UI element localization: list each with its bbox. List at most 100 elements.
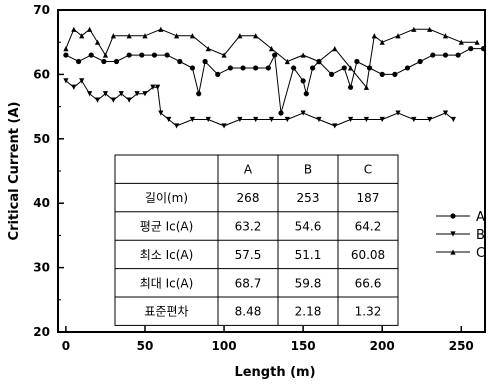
- ticks-layer: 0 50 100 150 200 250 20 30 40 50 60 70: [33, 3, 474, 353]
- series-C-point: [174, 33, 180, 39]
- series-B-point: [118, 91, 124, 97]
- series-B-point: [174, 123, 180, 129]
- series-A-point: [139, 52, 145, 58]
- table-cell: 표준편차: [144, 305, 188, 319]
- series-B-point: [411, 116, 417, 123]
- series-A-point: [347, 84, 354, 90]
- series-A-point: [177, 58, 183, 65]
- table-cell: 253: [297, 191, 320, 205]
- x-tick-label: 0: [62, 339, 70, 353]
- series-A-point: [468, 46, 474, 52]
- x-tick-label: 100: [212, 339, 237, 353]
- series-A-point: [265, 65, 271, 71]
- series-B-point: [150, 84, 156, 90]
- series-C-point: [94, 39, 101, 45]
- series-B-point: [63, 78, 69, 84]
- series-C-point: [284, 58, 290, 65]
- series-C-point: [332, 46, 338, 52]
- table-cell: 63.2: [235, 220, 262, 234]
- series-B-point: [158, 110, 164, 116]
- y-tick-label: 70: [33, 3, 50, 17]
- series-B-point: [221, 123, 227, 129]
- series-B-point: [442, 110, 449, 116]
- series-C-point: [474, 39, 480, 45]
- series-B-point: [110, 97, 116, 103]
- series-A-point: [227, 65, 233, 71]
- series-C-point: [379, 39, 385, 45]
- series-A-point: [113, 58, 120, 65]
- series-C-point: [237, 33, 243, 39]
- series-A-point: [196, 91, 202, 97]
- table-cell: 268: [237, 191, 260, 205]
- y-tick-label: 50: [33, 132, 50, 146]
- y-tick-label: 20: [33, 325, 50, 339]
- legend-A-marker: [450, 213, 456, 219]
- table-cell: 최대 Ic(A): [140, 276, 194, 290]
- series-B-point: [189, 116, 196, 123]
- series-A-point: [455, 52, 461, 58]
- legend-C-marker: [450, 249, 456, 255]
- table-cell: 187: [357, 191, 380, 205]
- table-header-cell: A: [244, 163, 253, 177]
- series-B-point: [166, 116, 172, 123]
- series-A-point: [240, 65, 246, 71]
- series-A-point: [126, 52, 132, 58]
- table-cell: 68.7: [235, 276, 262, 290]
- series-A-point: [442, 52, 449, 58]
- series-A-point: [278, 110, 284, 116]
- series-C-point: [268, 46, 275, 52]
- series-A-point: [303, 91, 309, 97]
- series-A-point: [164, 52, 170, 58]
- y-tick-label: 60: [33, 67, 50, 81]
- series-A-point: [88, 52, 94, 58]
- table-cell: 최소 Ic(A): [140, 248, 194, 262]
- series-C-point: [110, 33, 116, 39]
- series-A-point: [272, 52, 278, 58]
- series-B-point: [300, 110, 306, 116]
- series-B-point: [427, 116, 433, 123]
- series-C-point: [316, 58, 322, 65]
- series-B-point: [102, 91, 109, 97]
- series-B-point: [379, 116, 385, 123]
- series-C-point: [221, 52, 227, 58]
- series-B-point: [205, 116, 211, 123]
- series-B-point: [284, 116, 290, 123]
- series-B-point: [87, 91, 93, 97]
- series-A-point: [202, 58, 208, 65]
- table-cell: 1.32: [355, 305, 382, 319]
- series-B-point: [79, 78, 85, 84]
- y-tick-label: 40: [33, 196, 50, 210]
- series-C-point: [189, 33, 196, 39]
- x-tick-label: 50: [137, 339, 154, 353]
- table-cell: 54.6: [295, 220, 322, 234]
- series-A-point: [151, 52, 158, 58]
- series-C-point: [102, 52, 109, 58]
- table-cell: 66.6: [355, 276, 382, 290]
- series-C-point: [363, 84, 369, 90]
- series-A-point: [101, 58, 107, 65]
- series-B-point: [395, 110, 401, 116]
- series-C-point: [253, 33, 259, 39]
- series-B-point: [134, 91, 140, 97]
- series-A-point: [354, 58, 360, 65]
- series-layer: [63, 26, 487, 129]
- series-A-point: [291, 65, 297, 71]
- y-tick-label: 30: [33, 261, 50, 275]
- series-B-point: [126, 97, 132, 103]
- series-A-point: [310, 65, 316, 71]
- table-cell: 60.08: [351, 248, 385, 262]
- table-cell: 57.5: [235, 248, 262, 262]
- table-cell: 평균 Ic(A): [140, 220, 194, 234]
- table-cell: 51.1: [295, 248, 322, 262]
- series-C-point: [300, 52, 306, 58]
- series-A-point: [253, 65, 259, 71]
- series-B-point: [450, 116, 456, 123]
- x-tick-label: 150: [291, 339, 316, 353]
- series-A-point: [328, 71, 335, 77]
- series-A-point: [300, 78, 306, 84]
- series-C-point: [442, 33, 449, 39]
- series-A-point: [215, 71, 221, 77]
- series-C-point: [371, 33, 377, 39]
- series-C-point: [142, 33, 148, 39]
